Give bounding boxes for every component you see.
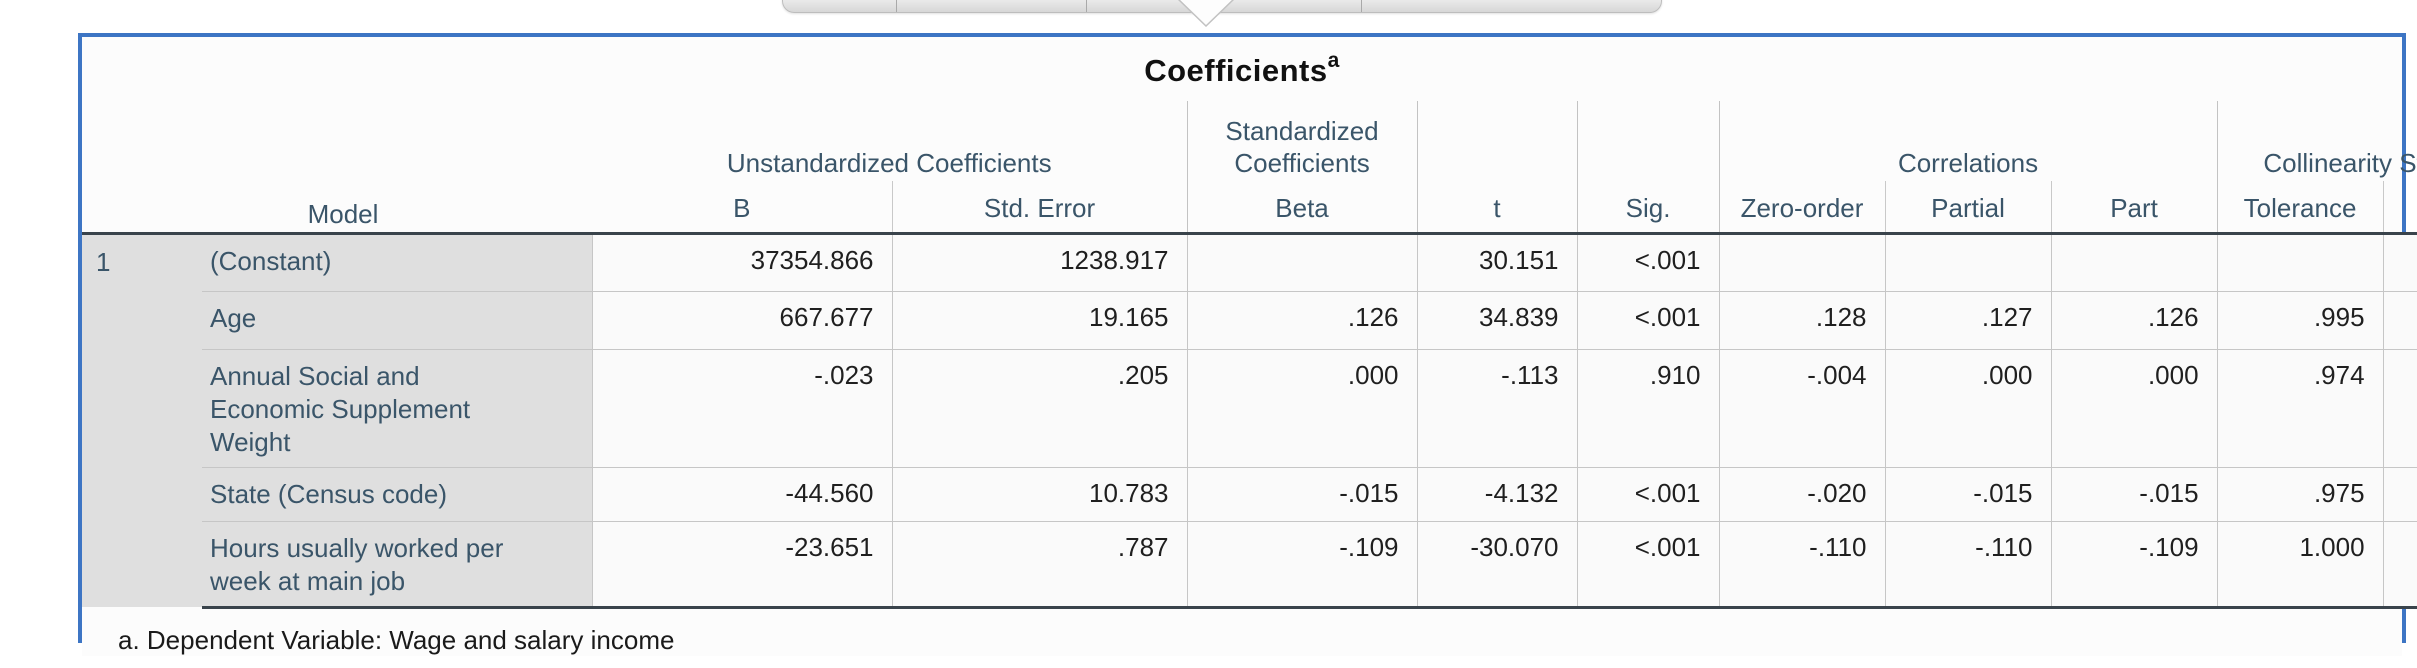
toolbar-separator (896, 0, 897, 12)
cell-vif: 1.005 (2382, 290, 2417, 349)
table-title-text: Coefficients (1144, 53, 1328, 88)
cell-b: 37354.866 (591, 233, 893, 291)
table-row: Annual Social and Economic Supplement We… (82, 348, 2417, 467)
cell-part: .000 (2050, 348, 2218, 467)
cell-t: -30.070 (1416, 520, 1578, 609)
model-number-cell: 1 (82, 233, 202, 607)
group-header-collinearity: Collinearity Statistics (2216, 101, 2417, 181)
cell-part: .126 (2050, 290, 2218, 349)
cell-zero-order: -.004 (1718, 348, 1886, 467)
cell-t: 30.151 (1416, 233, 1578, 291)
cell-part (2050, 233, 2218, 291)
table-footnote: a. Dependent Variable: Wage and salary i… (82, 608, 2402, 656)
cell-b: -44.560 (591, 466, 893, 521)
cell-zero-order (1718, 233, 1886, 291)
cell-sig: <.001 (1576, 233, 1720, 291)
column-header-model: Model (82, 101, 593, 235)
table-row: Age 667.677 19.165 .126 34.839 <.001 .12… (82, 290, 2417, 349)
cell-std-error: 19.165 (891, 290, 1188, 349)
cell-part: -.015 (2050, 466, 2218, 521)
callout-pointer-icon (1177, 0, 1235, 27)
cell-t: -4.132 (1416, 466, 1578, 521)
cell-vif: 1.026 (2382, 466, 2417, 521)
group-header-unstandardized: Unstandardized Coefficients (726, 148, 1052, 178)
group-header-standardized: Standardized Coefficients (1186, 101, 1418, 181)
cell-part: -.109 (2050, 520, 2218, 609)
cell-partial: .000 (1884, 348, 2052, 467)
cell-zero-order: .128 (1718, 290, 1886, 349)
cell-partial: -.110 (1884, 520, 2052, 609)
cell-std-error: 1238.917 (891, 233, 1188, 291)
table-row: 1 (Constant) 37354.866 1238.917 30.151 <… (82, 233, 2417, 607)
table-row: State (Census code) -44.560 10.783 -.015… (82, 466, 2417, 521)
cell-partial (1884, 233, 2052, 291)
variable-label: State (Census code) (210, 478, 448, 509)
cell-vif: 1.027 (2382, 348, 2417, 467)
column-header-b: B (592, 181, 893, 235)
cell-beta: -.015 (1186, 466, 1418, 521)
cell-std-error: .205 (891, 348, 1188, 467)
cell-beta: .000 (1186, 348, 1418, 467)
column-header-std-error: Std. Error (891, 181, 1188, 235)
cell-zero-order: -.020 (1718, 466, 1886, 521)
cell-sig: .910 (1576, 348, 1720, 467)
column-header-vif: VIF (2382, 181, 2417, 235)
cell-b: -.023 (591, 348, 893, 467)
variable-label: Age (210, 302, 257, 333)
variable-label-cell: Hours usually worked per week at main jo… (202, 520, 593, 609)
group-header-t-spacer (1416, 101, 1578, 181)
toolbar-separator (1086, 0, 1087, 12)
cell-tolerance: .995 (2216, 290, 2384, 349)
table-title: Coefficientsa (82, 37, 2402, 101)
column-header-beta: Beta (1186, 181, 1418, 235)
cell-partial: -.015 (1884, 466, 2052, 521)
coefficients-table: Model Unstandardized Coefficients Standa… (82, 101, 2417, 609)
group-header-correlations: Correlations (1718, 101, 2218, 181)
cell-tolerance: .974 (2216, 348, 2384, 467)
variable-label-cell: (Constant) (202, 233, 593, 291)
cell-vif: 1.000 (2382, 520, 2417, 609)
callout-toolbar-segment[interactable] (1362, 0, 1663, 12)
cell-zero-order: -.110 (1718, 520, 1886, 609)
table-row: Hours usually worked per week at main jo… (82, 520, 2417, 609)
column-header-sig: Sig. (1576, 181, 1720, 235)
callout-toolbar-segment[interactable] (897, 0, 1086, 12)
cell-b: -23.651 (591, 520, 893, 609)
cell-beta (1186, 233, 1418, 291)
column-header-zero-order: Zero-order (1718, 181, 1886, 235)
column-header-tolerance: Tolerance (2216, 181, 2384, 235)
cell-beta: .126 (1186, 290, 1418, 349)
cell-std-error: .787 (891, 520, 1188, 609)
group-header-sig-spacer (1576, 101, 1720, 181)
cell-std-error: 10.783 (891, 466, 1188, 521)
cell-tolerance: 1.000 (2216, 520, 2384, 609)
variable-label: Annual Social and Economic Supplement We… (210, 360, 471, 457)
column-header-part: Part (2050, 181, 2218, 235)
callout-toolbar-segment[interactable] (783, 0, 896, 12)
cell-vif (2382, 233, 2417, 291)
table-title-footnote-marker: a (1327, 49, 1340, 72)
cell-sig: <.001 (1576, 520, 1720, 609)
coefficients-pivot-table[interactable]: Coefficientsa Model Unstandardized Coeff… (78, 33, 2417, 656)
cell-beta: -.109 (1186, 520, 1418, 609)
cell-sig: <.001 (1576, 290, 1720, 349)
cell-tolerance (2216, 233, 2384, 291)
cell-t: 34.839 (1416, 290, 1578, 349)
variable-label-cell: Age (202, 290, 593, 349)
toolbar-separator (1361, 0, 1362, 12)
variable-label-cell: State (Census code) (202, 466, 593, 521)
variable-label-cell: Annual Social and Economic Supplement We… (202, 348, 593, 467)
column-header-partial: Partial (1884, 181, 2052, 235)
variable-label: Hours usually worked per week at main jo… (210, 532, 504, 596)
cell-b: 667.677 (591, 290, 893, 349)
cell-t: -.113 (1416, 348, 1578, 467)
variable-label: (Constant) (210, 245, 332, 276)
cell-partial: .127 (1884, 290, 2052, 349)
cell-sig: <.001 (1576, 466, 1720, 521)
column-header-t: t (1416, 181, 1578, 235)
cell-tolerance: .975 (2216, 466, 2384, 521)
